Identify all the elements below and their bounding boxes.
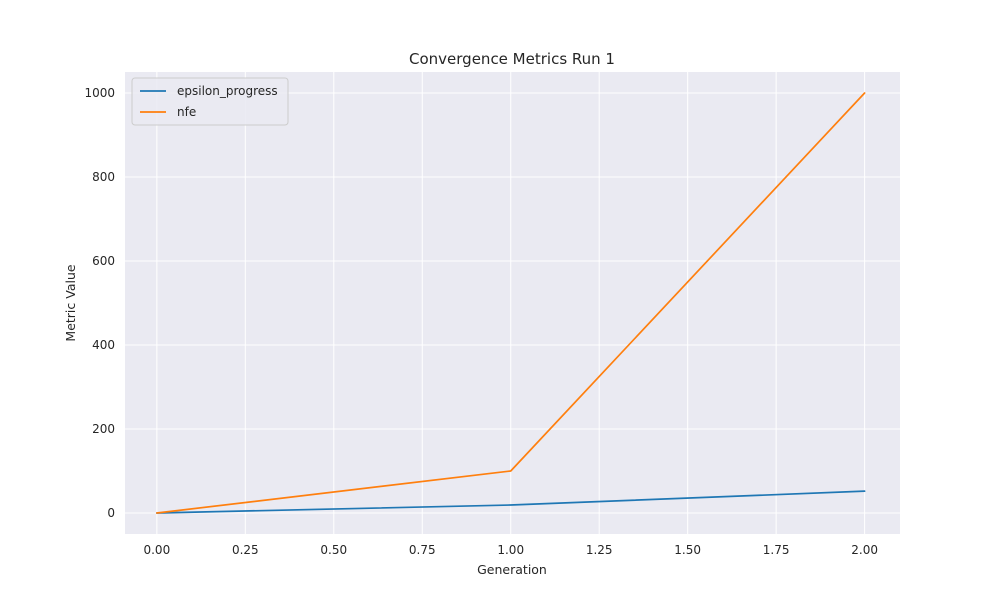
y-tick-label-3: 600 <box>92 254 115 268</box>
x-tick-label-2: 0.50 <box>320 543 347 557</box>
y-tick-label-5: 1000 <box>84 86 115 100</box>
x-axis-label: Generation <box>477 562 547 577</box>
y-tick-label-1: 200 <box>92 422 115 436</box>
legend-box <box>131 77 289 126</box>
x-tick-label-6: 1.50 <box>674 543 701 557</box>
tick-labels: 0.00 0.25 0.50 0.75 1.00 1.25 1.50 1.75 2.00 0 200… <box>84 86 878 557</box>
series-line-nfe <box>156 92 866 514</box>
y-tick-label-4: 800 <box>92 170 115 184</box>
grid-lines <box>125 72 900 534</box>
y-tick-label-2: 400 <box>92 338 115 352</box>
x-tick-label-3: 0.75 <box>409 543 436 557</box>
x-tick-label-4: 1.00 <box>497 543 524 557</box>
series-lines <box>156 92 866 514</box>
legend-label-epsilon-progress: epsilon_progress <box>177 84 278 98</box>
y-tick-label-0: 0 <box>107 506 115 520</box>
x-tick-label-1: 0.25 <box>232 543 259 557</box>
plot-area <box>125 72 900 534</box>
x-tick-label-0: 0.00 <box>143 543 170 557</box>
legend-label-nfe: nfe <box>177 105 196 119</box>
series-line-epsilon-progress <box>156 490 866 514</box>
x-tick-label-8: 2.00 <box>851 543 878 557</box>
x-tick-label-5: 1.25 <box>586 543 613 557</box>
chart-title: Convergence Metrics Run 1 <box>409 50 615 68</box>
x-tick-label-7: 1.75 <box>763 543 790 557</box>
y-axis-label: Metric Value <box>63 264 78 341</box>
